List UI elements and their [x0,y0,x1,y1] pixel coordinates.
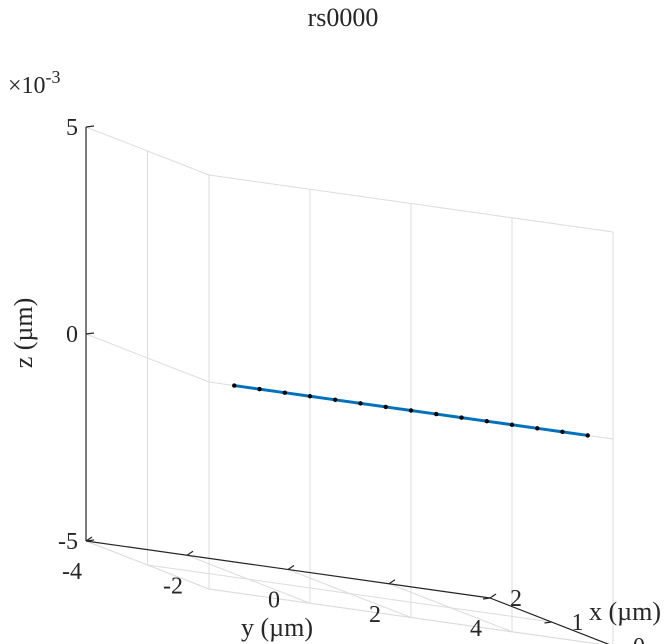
z-exponent-power: -3 [46,67,61,87]
axes-layer: -5 0 5 -4 -2 0 2 4 0 1 2 [58,115,645,644]
y-tick-mark [489,593,497,599]
y-tick-mark [287,565,295,570]
z-tick-mark [85,332,95,335]
data-point [383,404,388,410]
x-tick-label: 2 [510,586,522,612]
label-layer: rs0000 y (µm) x (µm) z (µm) ×10-3 [8,3,661,642]
y-tick-label: 0 [268,588,280,614]
y-axis-label: y (µm) [241,613,313,642]
data-point [434,411,439,417]
grid-line-floor-x [147,564,552,623]
y-tick-label: -2 [163,573,183,599]
data-point [257,386,262,392]
grid-line-back-z [208,588,603,644]
y-tick-mark [85,536,93,542]
grid-line-side-z [85,126,210,176]
data-point [307,394,313,399]
data-point [560,429,565,435]
z-tick-mark [85,125,95,128]
data-point [585,433,590,438]
x-tick-mark [482,597,491,600]
data-point [333,397,338,403]
data-point [484,418,489,424]
data-point [232,383,237,388]
z-tick-label: 0 [66,322,78,348]
data-point [509,422,515,427]
z-tick-label: -5 [58,529,78,555]
y-tick-label: 2 [369,602,381,628]
z-axis-label: z (µm) [9,298,38,369]
z-tick-label: 5 [66,115,78,141]
data-point [459,415,464,420]
data-point [408,408,414,413]
x-tick-label: 1 [572,610,584,636]
z-tick-mark [85,539,95,542]
y-tick-label: -4 [62,559,82,585]
x-tick-label: 0 [633,634,645,644]
y-tick-mark [388,579,396,585]
x-tick-mark [544,621,552,624]
chart-title: rs0000 [308,3,379,32]
y-tick-mark [186,550,194,556]
x-axis-label: x (µm) [589,597,661,626]
data-layer [232,383,590,438]
grid-line-back-z [208,174,614,233]
y-tick-label: 4 [470,616,482,642]
data-point [282,390,287,395]
data-point [535,426,540,431]
data-point [358,401,363,406]
grid-line-side-z [85,540,210,590]
grid-layer [85,126,614,644]
z-exponent-label: ×10-3 [8,67,61,99]
z-exponent-base: ×10 [8,73,46,99]
grid-line-side-z [85,333,210,383]
